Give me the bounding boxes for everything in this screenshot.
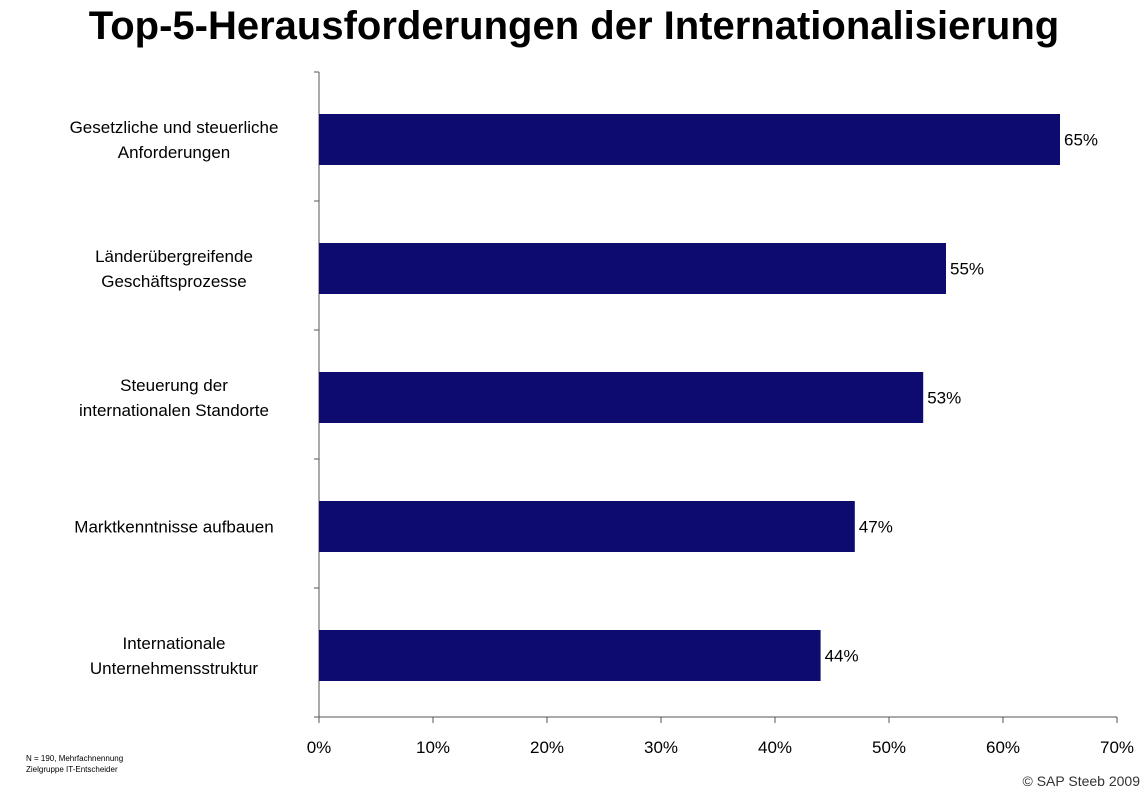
category-label: Unternehmensstruktur: [90, 659, 259, 678]
x-tick-label: 20%: [530, 738, 564, 757]
bar: [319, 243, 946, 294]
bar: [319, 630, 821, 681]
category-label: Anforderungen: [118, 143, 230, 162]
chart-title: Top-5-Herausforderungen der Internationa…: [88, 4, 1060, 48]
copyright-notice: © SAP Steeb 2009: [1022, 773, 1140, 789]
bar: [319, 372, 924, 423]
x-tick-label: 10%: [416, 738, 450, 757]
data-label: 65%: [1064, 131, 1098, 150]
data-label: 55%: [950, 260, 984, 279]
data-label: 53%: [927, 389, 961, 408]
data-label: 47%: [859, 518, 893, 537]
data-label: 44%: [825, 647, 859, 666]
x-tick-label: 40%: [758, 738, 792, 757]
category-label: Steuerung der: [120, 376, 228, 395]
footnote-target-group: Zielgruppe IT-Entscheider: [26, 765, 118, 774]
x-tick-label: 0%: [307, 738, 332, 757]
x-tick-label: 30%: [644, 738, 678, 757]
category-label: Internationale: [122, 634, 225, 653]
footnote: N = 190, Mehrfachnennung Zielgruppe IT-E…: [26, 753, 123, 775]
category-label: Geschäftsprozesse: [101, 272, 247, 291]
x-tick-label: 70%: [1100, 738, 1134, 757]
footnote-sample-size: N = 190, Mehrfachnennung: [26, 754, 124, 763]
category-label: Länderübergreifende: [95, 247, 253, 266]
bar: [319, 114, 1060, 165]
x-tick-label: 60%: [986, 738, 1020, 757]
x-tick-label: 50%: [872, 738, 906, 757]
category-label: Gesetzliche und steuerliche: [70, 118, 279, 137]
bar: [319, 501, 855, 552]
category-label: internationalen Standorte: [79, 401, 269, 420]
category-label: Marktkenntnisse aufbauen: [74, 518, 273, 537]
